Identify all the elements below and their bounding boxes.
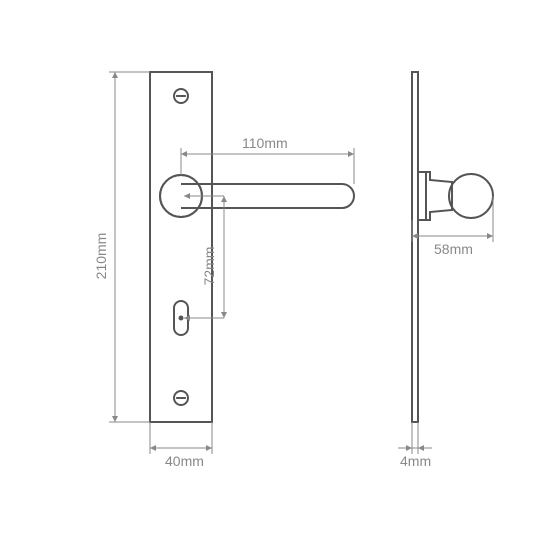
dim-plate-width: 40mm xyxy=(165,453,204,469)
front-view xyxy=(150,72,354,422)
dim-plate-thickness: 4mm xyxy=(400,453,431,469)
dim-plate-height: 210mm xyxy=(93,233,109,280)
dim-handle-length: 110mm xyxy=(242,135,288,151)
dim-backset: 72mm xyxy=(201,247,217,286)
dim-projection: 58mm xyxy=(434,241,473,257)
knob-ball xyxy=(449,174,493,218)
plate-edge xyxy=(412,72,418,422)
